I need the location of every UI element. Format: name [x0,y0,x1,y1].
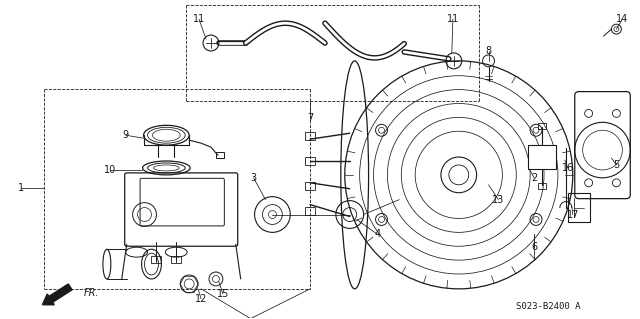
Text: 17: 17 [566,210,579,219]
Bar [568,193,589,222]
FancyBboxPatch shape [125,173,237,246]
Text: 16: 16 [562,163,574,173]
Text: 9: 9 [123,130,129,140]
Text: 11: 11 [447,14,459,24]
Text: 6: 6 [531,242,537,252]
Text: 15: 15 [217,289,229,299]
Text: 12: 12 [195,294,207,304]
Text: 11: 11 [193,14,205,24]
Text: 14: 14 [616,14,628,24]
Bar [305,132,315,140]
Text: S023-B2400 A: S023-B2400 A [516,302,580,311]
Bar [152,256,161,263]
Bar [305,157,315,165]
Text: 2: 2 [531,173,537,183]
Bar [538,183,546,189]
Text: 13: 13 [492,195,504,205]
Bar [305,182,315,190]
Bar [172,256,181,263]
Text: 4: 4 [374,229,381,239]
Text: 10: 10 [104,165,116,175]
Bar [538,123,546,129]
Text: 7: 7 [307,113,313,123]
Text: 1: 1 [17,183,24,193]
Bar [216,152,224,158]
Text: 5: 5 [613,160,620,170]
FancyBboxPatch shape [575,92,630,199]
Bar [528,145,556,169]
Text: 3: 3 [250,173,257,183]
Text: FR.: FR. [84,288,100,298]
FancyBboxPatch shape [140,178,225,226]
FancyArrow shape [42,284,72,305]
Bar [305,207,315,214]
Text: 8: 8 [486,46,492,56]
